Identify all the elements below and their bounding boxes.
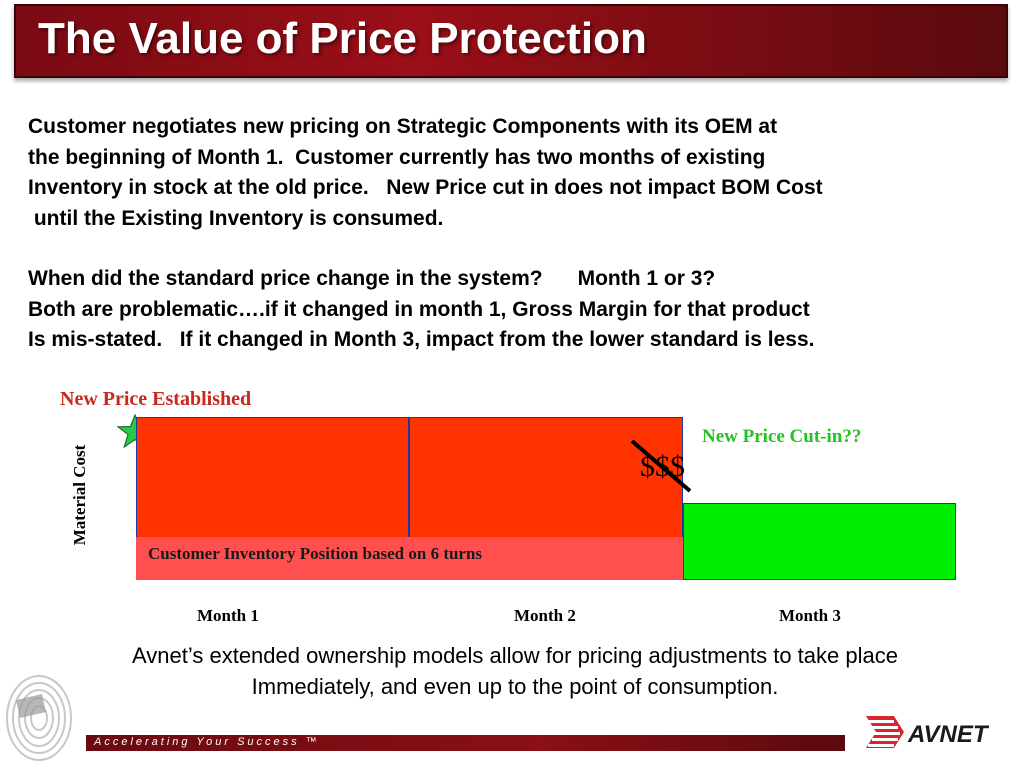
title-bar: The Value of Price Protection	[14, 4, 1008, 78]
paragraph-line: Inventory in stock at the old price. New…	[28, 176, 823, 199]
logo-wordmark: AVNET	[907, 721, 990, 748]
paragraph-line: the beginning of Month 1. Customer curre…	[28, 145, 766, 169]
paragraph-line: Is mis-stated. If it changed in Month 3,…	[28, 328, 815, 351]
slide-title: The Value of Price Protection	[38, 14, 647, 63]
x-tick-label-month-2: Month 2	[514, 606, 576, 625]
new-price-established-label: New Price Established	[60, 388, 252, 410]
avnet-chevron-logo: AVNET	[866, 716, 990, 748]
paragraph-line: When did the standard price change in th…	[28, 267, 716, 290]
paragraph-line: Customer negotiates new pricing on Strat…	[28, 115, 778, 138]
footer-tagline: Accelerating Your Success ™	[94, 736, 320, 748]
body-paragraph: Customer negotiates new pricing on Strat…	[28, 112, 1008, 356]
bottom-line: Avnet’s extended ownership models allow …	[132, 643, 898, 668]
x-tick-label-month-3: Month 3	[779, 606, 841, 625]
paragraph-line: until the Existing Inventory is consumed…	[28, 206, 444, 230]
bottom-line: Immediately, and even up to the point of…	[251, 674, 779, 699]
x-tick-label-month-1: Month 1	[197, 606, 259, 625]
y-axis-label: Material Cost	[70, 444, 89, 546]
new-price-cut-in-label: New Price Cut-in??	[702, 426, 862, 447]
bottom-statement: Avnet’s extended ownership models allow …	[0, 640, 1024, 702]
paragraph-gap	[28, 234, 1008, 264]
bar-month-3	[683, 503, 956, 580]
footer-bar: Accelerating Your Success ™	[86, 735, 845, 751]
inventory-band	[136, 537, 683, 580]
inventory-position-label: Customer Inventory Position based on 6 t…	[148, 544, 483, 563]
fingerprint-icon	[6, 675, 72, 761]
paragraph-line: Both are problematic….if it changed in m…	[28, 297, 810, 321]
strike-through-line	[630, 439, 692, 493]
